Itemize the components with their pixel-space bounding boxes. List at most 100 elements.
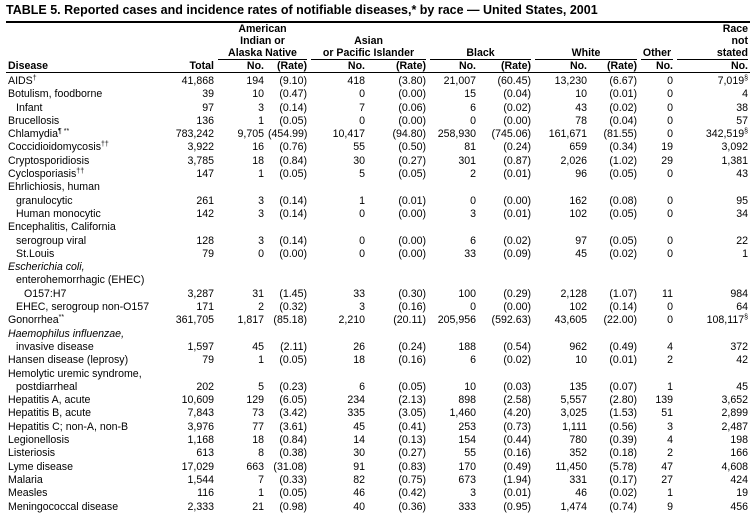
value-cell: 3,025: [560, 407, 588, 420]
value-cell: (22.00): [603, 314, 638, 327]
disease-cell: Cryptosporidiosis: [8, 154, 90, 167]
value-cell: 33: [353, 287, 365, 300]
value-cell: (0.23): [279, 380, 307, 393]
value-cell: (9.10): [279, 75, 307, 87]
value-cell: (0.00): [398, 114, 427, 127]
value-cell: 30: [353, 154, 365, 167]
value-cell: 2: [258, 301, 264, 314]
value-cell: (0.02): [609, 487, 638, 500]
value-cell: 11,450: [555, 460, 588, 473]
value-cell: (60.45): [497, 75, 532, 87]
value-cell: 4: [667, 340, 674, 353]
table-row: Legionellosis 1,168 18 (0.84) 14 (0.13) 154 (0.…: [6, 434, 750, 447]
header-cell: Disease: [8, 60, 49, 72]
value-cell: 5: [359, 168, 365, 181]
disease-cell: Lyme disease: [8, 460, 73, 473]
group-header: American Indian or Alaska Native: [216, 22, 309, 60]
table-row: Meningococcal disease 2,333 21 (0.98) 40 (0.3…: [6, 501, 750, 514]
value-cell: 780: [569, 434, 588, 447]
value-cell: [589, 368, 639, 381]
value-cell: (0.02): [503, 234, 532, 247]
value-cell: (0.01): [609, 88, 638, 101]
header-cell: No.: [655, 60, 674, 72]
value-cell: 342,519§: [675, 128, 750, 141]
disease-cell: Hepatitis B, acute: [8, 407, 92, 420]
value-cell: 3,976: [187, 420, 214, 433]
header-cell: (Rate): [395, 60, 427, 72]
value-cell: 3: [667, 420, 674, 433]
data-table: Disease Total American Indian or Alaska Na…: [6, 21, 751, 514]
value-cell: 21: [252, 500, 264, 513]
value-cell: [367, 368, 428, 381]
value-cell: 166: [730, 447, 749, 460]
value-cell: [533, 261, 589, 274]
value-cell: (0.27): [398, 154, 427, 167]
value-cell: 1: [667, 380, 674, 393]
value-cell: [156, 261, 216, 274]
value-cell: 2: [667, 447, 674, 460]
value-cell: 55: [464, 447, 477, 460]
value-cell: [266, 328, 309, 341]
value-cell: 78: [575, 114, 588, 127]
value-cell: 3: [359, 301, 365, 314]
value-cell: (0.16): [503, 447, 532, 460]
value-cell: 42: [736, 354, 749, 367]
value-cell: 0: [470, 194, 477, 207]
value-cell: 97: [202, 101, 214, 114]
value-cell: 2,210: [338, 314, 365, 327]
value-cell: 43: [575, 101, 588, 114]
value-cell: 205,956: [437, 314, 477, 327]
value-cell: 39: [202, 88, 214, 101]
table-row: St.Louis 79 0 (0.00) 0 (0.00) 33 (0.09) 45 (0.02)…: [6, 248, 750, 261]
value-cell: 10: [575, 88, 588, 101]
header-line: stated: [716, 47, 749, 59]
disease-cell: Haemophilus influenzae,: [8, 327, 125, 340]
table-row: postdiarrheal 202 5 (0.23) 6 (0.05) 10 (0.03) 13…: [6, 381, 750, 394]
value-cell: (0.01): [503, 168, 532, 181]
value-cell: 253: [458, 420, 477, 433]
header-cell: (Rate): [606, 60, 638, 72]
value-cell: 16: [252, 141, 264, 154]
disease-cell: Legionellosis: [8, 434, 70, 447]
value-cell: 2,026: [560, 154, 588, 167]
table-row: Hansen disease (leprosy) 79 1 (0.05) 18 (0.16…: [6, 354, 750, 367]
value-cell: 6: [359, 380, 365, 393]
table-row: Listeriosis 613 8 (0.38) 30 (0.27) 55 (0.16) 352…: [6, 447, 750, 460]
value-cell: 2,333: [187, 500, 214, 513]
value-cell: 154: [458, 434, 477, 447]
value-cell: 2,128: [560, 287, 588, 300]
value-cell: 0: [359, 88, 365, 101]
header-line: or Pacific Islander: [322, 47, 415, 59]
header-cell: No.: [347, 60, 365, 72]
value-cell: (0.14): [279, 101, 307, 114]
disease-cell: Chlamydia¶ **: [6, 128, 156, 141]
group-header: Black: [428, 22, 533, 60]
value-cell: 1,460: [449, 407, 477, 420]
value-cell: [428, 181, 478, 194]
value-cell: (0.05): [398, 380, 427, 393]
value-cell: 372: [730, 340, 749, 353]
value-cell: (2.13): [398, 394, 427, 407]
table-row: Hepatitis C; non-A, non-B 3,976 77 (3.61) 45…: [6, 421, 750, 434]
footnote-mark: ¶ **: [58, 128, 70, 136]
disease-cell: Cyclosporiasis††: [6, 168, 156, 181]
disease-cell: postdiarrheal: [16, 380, 78, 393]
value-cell: 82: [353, 473, 365, 486]
value-cell: 22: [736, 234, 749, 247]
value-cell: [216, 274, 266, 287]
table-row: Cyclosporiasis†† 147 1 (0.05) 5 (0.05) 2 (0.01)…: [6, 168, 750, 181]
value-cell: [428, 261, 478, 274]
value-cell: (2.11): [280, 340, 307, 353]
value-cell: 0: [667, 234, 674, 247]
value-cell: [533, 328, 589, 341]
value-cell: [428, 221, 478, 234]
disease-cell: Meningococcal disease: [8, 500, 119, 513]
disease-cell: serogroup viral: [16, 234, 87, 247]
value-cell: (0.41): [398, 420, 427, 433]
value-cell: 1,544: [187, 473, 214, 486]
value-cell: 10: [252, 88, 264, 101]
table-row: Cryptosporidiosis 3,785 18 (0.84) 30 (0.27) 30…: [6, 155, 750, 168]
value-cell: [216, 221, 266, 234]
